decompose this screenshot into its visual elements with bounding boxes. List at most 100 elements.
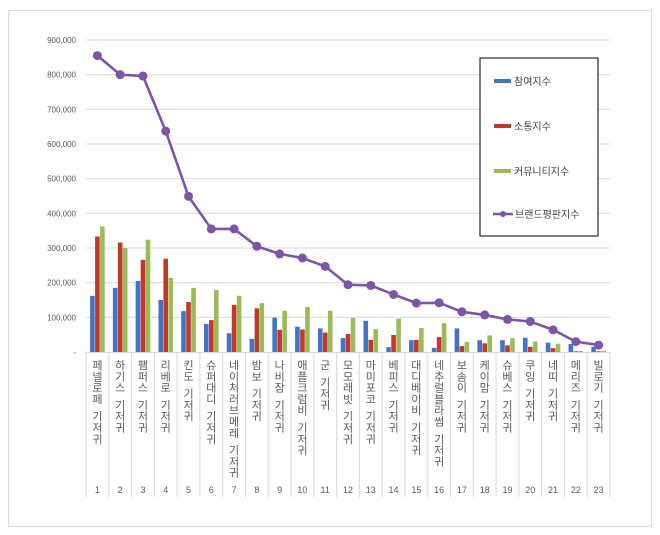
legend-marker-icon: [500, 211, 506, 217]
bar: [340, 338, 346, 352]
svg-text:기: 기: [343, 410, 353, 423]
svg-text:디: 디: [411, 370, 421, 383]
svg-text:스: 스: [502, 382, 512, 395]
bar: [431, 347, 437, 352]
svg-text:기: 기: [411, 422, 421, 435]
svg-text:로: 로: [161, 382, 171, 395]
y-tick-label: 300,000: [47, 244, 76, 253]
legend-label: 브랜드평판지수: [515, 209, 579, 221]
bar: [527, 346, 533, 352]
y-tick-label: 100,000: [47, 313, 76, 322]
svg-text:기: 기: [366, 410, 376, 423]
svg-text:베: 베: [161, 370, 171, 383]
bar: [100, 226, 105, 352]
svg-text:피: 피: [389, 370, 399, 383]
y-tick-label: 400,000: [47, 209, 76, 218]
line-marker-icon: [184, 191, 194, 201]
svg-text:이: 이: [457, 382, 467, 395]
line-marker-icon: [525, 316, 535, 326]
svg-text:기: 기: [92, 410, 102, 423]
svg-text:귀: 귀: [275, 422, 285, 435]
bar: [272, 317, 277, 352]
x-rank-label: 23: [594, 485, 604, 495]
line-marker-icon: [115, 70, 125, 80]
svg-text:스: 스: [138, 382, 148, 395]
line-marker-icon: [206, 224, 216, 234]
line-marker-icon: [594, 340, 604, 350]
svg-text:기: 기: [389, 399, 399, 412]
bar: [363, 320, 369, 352]
bar: [345, 333, 351, 352]
svg-text:베: 베: [502, 370, 512, 383]
x-rank-label: 16: [434, 485, 444, 495]
svg-text:네: 네: [434, 359, 444, 372]
legend-box: [479, 57, 599, 237]
bar: [396, 318, 401, 352]
svg-text:기: 기: [138, 399, 148, 412]
y-tick-label: -: [73, 348, 76, 357]
svg-text:기: 기: [115, 370, 125, 383]
line-marker-icon: [297, 253, 307, 263]
line-marker-icon: [92, 51, 102, 61]
bar: [522, 337, 528, 352]
svg-text:퍼: 퍼: [206, 370, 216, 383]
line-marker-icon: [343, 280, 353, 290]
x-rank-label: 13: [366, 485, 376, 495]
bar: [163, 258, 169, 352]
bar: [135, 280, 141, 352]
svg-text:저: 저: [548, 399, 558, 412]
svg-text:저: 저: [502, 410, 512, 423]
line-marker-icon: [275, 249, 285, 259]
svg-text:리: 리: [161, 359, 171, 372]
svg-text:나: 나: [275, 359, 285, 372]
bar-group: [454, 328, 470, 352]
x-rank-label: 10: [297, 485, 307, 495]
svg-text:저: 저: [297, 433, 307, 446]
svg-text:미: 미: [366, 370, 376, 383]
bar-group: [90, 226, 105, 352]
bar-group: [158, 258, 174, 352]
legend-swatch-red: [494, 124, 511, 128]
svg-text:네: 네: [548, 359, 558, 372]
x-rank-label: 7: [232, 485, 237, 495]
x-rank-label: 12: [343, 485, 353, 495]
bar-group: [340, 318, 356, 352]
svg-text:잠: 잠: [275, 382, 285, 395]
bar: [368, 339, 374, 352]
svg-text:브: 브: [229, 404, 239, 417]
bar: [555, 343, 561, 352]
bar: [373, 329, 379, 352]
svg-text:넬: 넬: [92, 370, 102, 383]
svg-text:저: 저: [411, 433, 421, 446]
bar: [231, 304, 237, 352]
svg-text:저: 저: [206, 422, 216, 435]
svg-text:저: 저: [389, 410, 399, 423]
svg-text:귀: 귀: [457, 422, 467, 435]
bar: [117, 242, 123, 352]
svg-text:즈: 즈: [571, 382, 581, 395]
line-marker-icon: [389, 289, 399, 299]
bar-group: [591, 346, 606, 352]
bar-group: [317, 310, 333, 352]
svg-text:저: 저: [183, 399, 193, 412]
svg-text:저: 저: [594, 410, 604, 423]
legend-item-brand-reputation: 브랜드평판지수: [493, 209, 579, 221]
y-tick-label: 800,000: [47, 71, 76, 80]
bar: [122, 248, 128, 352]
svg-text:저: 저: [434, 444, 444, 457]
x-rank-label: 21: [548, 485, 558, 495]
svg-text:럼: 럼: [297, 393, 307, 406]
svg-text:귀: 귀: [525, 410, 535, 423]
x-rank-label: 9: [277, 485, 282, 495]
svg-text:저: 저: [480, 410, 490, 423]
svg-text:저: 저: [161, 410, 171, 423]
